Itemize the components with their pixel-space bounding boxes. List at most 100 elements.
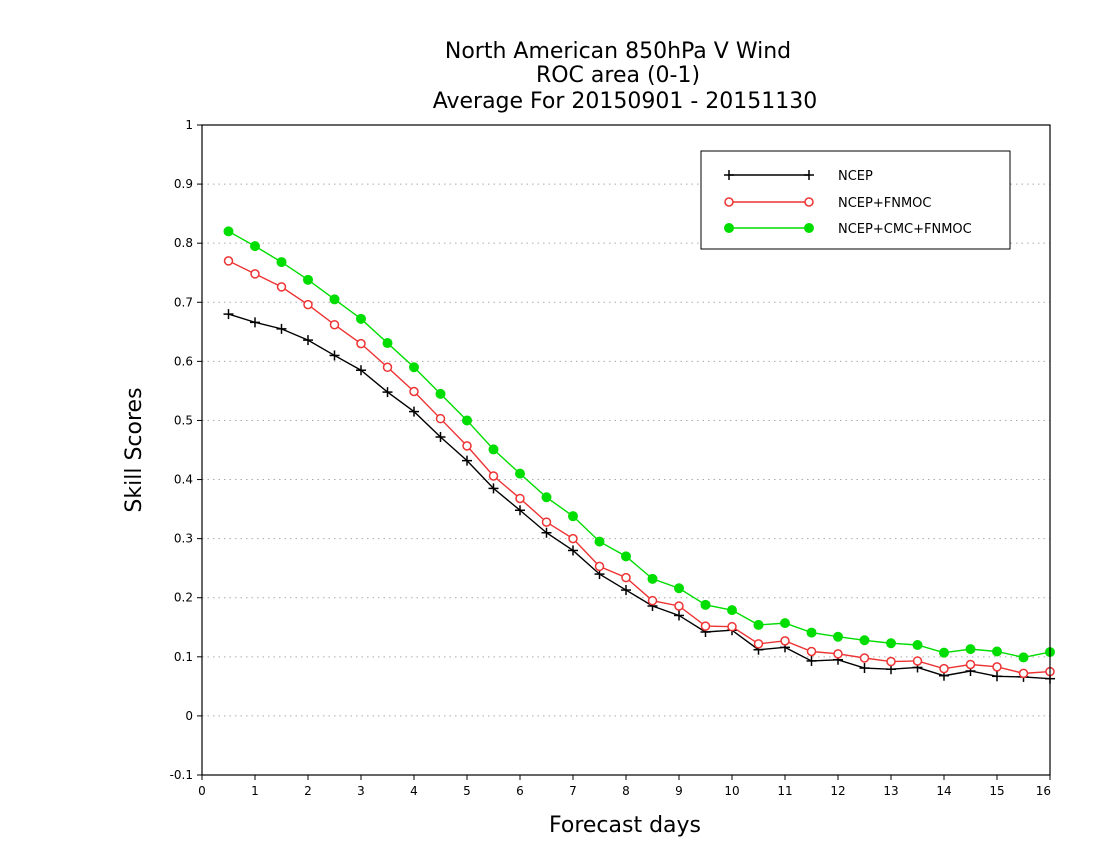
data-point	[912, 640, 923, 650]
data-point	[435, 388, 446, 399]
data-point	[276, 282, 287, 292]
data-point	[329, 319, 340, 330]
data-point	[780, 636, 790, 646]
x-tick-label: 6	[516, 784, 524, 798]
legend-entries: NCEP NCEP+FNMOC NCEP+CMC+FNMOC	[724, 169, 972, 237]
series-0	[223, 309, 1055, 684]
data-point	[806, 627, 817, 638]
legend-marker	[724, 197, 734, 207]
data-point	[303, 335, 313, 346]
x-tick-label: 8	[622, 784, 630, 798]
data-point	[462, 441, 472, 451]
data-point	[859, 653, 870, 663]
data-point	[488, 471, 499, 481]
data-point	[382, 387, 393, 398]
data-point	[621, 585, 631, 596]
data-point	[833, 631, 843, 642]
data-point	[515, 468, 525, 479]
data-point	[859, 635, 870, 646]
x-tick-label: 13	[883, 784, 898, 798]
data-point	[939, 647, 949, 658]
y-tick-label: 0.3	[174, 532, 193, 546]
y-tick-label: 0.2	[174, 591, 193, 605]
data-point	[753, 619, 764, 630]
y-tick-label: 0.8	[174, 236, 193, 250]
x-tick-label: 4	[410, 784, 418, 798]
data-point	[409, 386, 419, 397]
legend-entry-2: NCEP+CMC+FNMOC	[724, 222, 972, 237]
data-point	[806, 655, 817, 666]
y-axis-label: Skill Scores	[122, 387, 147, 512]
data-point	[223, 309, 234, 320]
legend-marker	[804, 197, 814, 207]
data-point	[382, 362, 393, 373]
y-tick-label: 0	[185, 709, 193, 723]
data-point	[488, 444, 499, 455]
x-tick-label: 2	[304, 784, 312, 798]
data-point	[541, 492, 552, 503]
data-point	[753, 639, 764, 649]
y-tick-label: 1	[185, 118, 193, 132]
series-line	[228, 313, 1051, 680]
y-tick-label: 0.6	[174, 354, 193, 368]
data-point	[568, 511, 578, 522]
legend: NCEP NCEP+FNMOC NCEP+CMC+FNMOC	[700, 150, 1011, 250]
data-point	[515, 505, 525, 516]
x-tick-label: 0	[198, 784, 206, 798]
legend-marker	[724, 170, 734, 180]
data-point	[594, 561, 605, 572]
series-1	[223, 256, 1055, 679]
data-point	[647, 573, 658, 584]
data-point	[647, 595, 658, 606]
data-point	[356, 338, 366, 349]
x-tick-label: 15	[989, 784, 1004, 798]
legend-label: NCEP+CMC+FNMOC	[838, 222, 972, 237]
x-tick-label: 11	[777, 784, 792, 798]
data-point	[409, 362, 419, 373]
data-point	[700, 621, 711, 631]
data-point	[303, 274, 313, 285]
data-point	[541, 517, 552, 527]
data-point	[356, 365, 366, 376]
data-point	[965, 659, 976, 670]
data-point	[780, 618, 790, 629]
data-point	[276, 257, 287, 268]
data-point	[594, 536, 605, 547]
data-point	[727, 621, 737, 632]
legend-marker	[724, 223, 734, 233]
y-tick-label: 0.1	[174, 650, 193, 664]
data-point	[886, 638, 896, 649]
data-point	[992, 671, 1002, 682]
data-point	[435, 432, 446, 442]
data-point	[356, 313, 366, 324]
data-point	[568, 545, 578, 556]
data-point	[488, 483, 499, 494]
data-point	[435, 413, 446, 424]
data-point	[250, 317, 260, 328]
y-tick-label: -0.1	[170, 768, 193, 782]
x-tick-label: 5	[463, 784, 471, 798]
data-point	[541, 527, 552, 538]
data-point	[1018, 668, 1029, 679]
data-point	[621, 551, 631, 562]
data-point	[833, 649, 843, 659]
y-tick-label: 0.4	[174, 473, 193, 487]
data-point	[1018, 652, 1029, 663]
data-point	[223, 226, 234, 237]
data-point	[992, 646, 1002, 657]
x-tick-label: 10	[724, 784, 739, 798]
x-axis-label: Forecast days	[549, 813, 701, 838]
grid	[202, 183, 1050, 717]
data-point	[674, 610, 684, 621]
data-point	[674, 601, 684, 611]
title-line-3: Average For 20150901 - 20151130	[433, 89, 818, 114]
legend-label: NCEP	[838, 169, 873, 184]
data-point	[912, 656, 923, 666]
x-tick-label: 3	[357, 784, 365, 798]
x-tick-label: 16	[1036, 784, 1051, 798]
chart-title: North American 850hPa V Wind ROC area (0…	[433, 39, 818, 114]
y-tick-label: 0.7	[174, 295, 193, 309]
x-tick-label: 1	[251, 784, 259, 798]
x-tick-label: 12	[830, 784, 845, 798]
